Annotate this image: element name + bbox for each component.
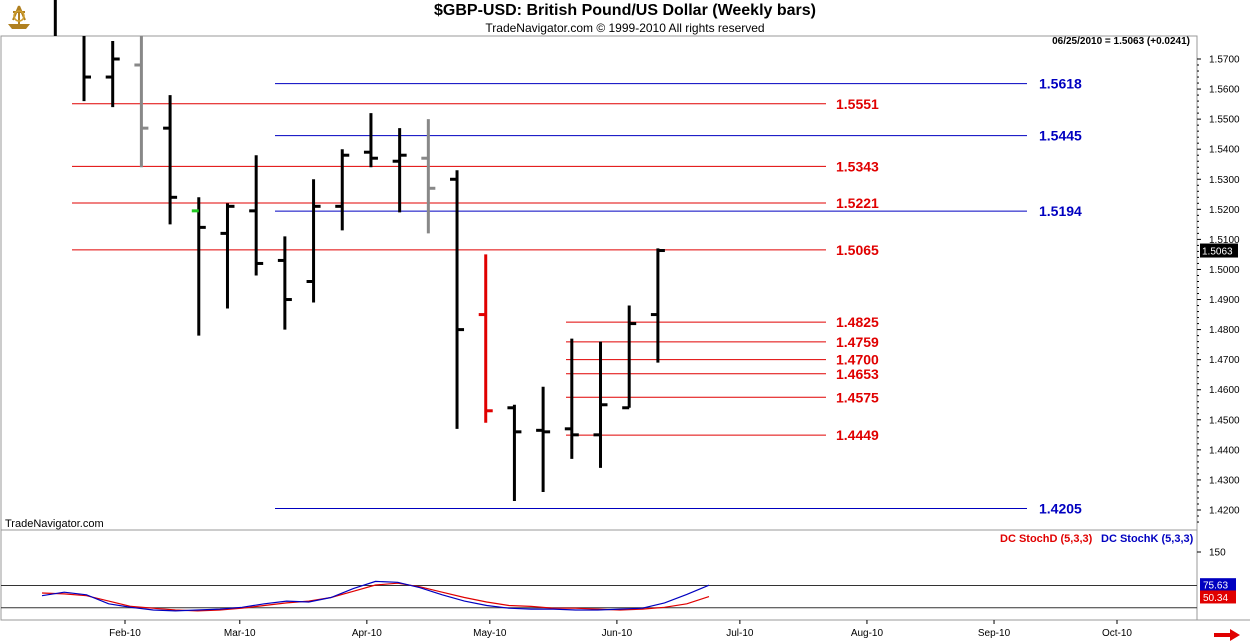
chart-subtitle: TradeNavigator.com © 1999-2010 All right…: [485, 21, 765, 35]
resistance-level-label: 1.4825: [836, 314, 879, 330]
time-tick-label: Jul-10: [726, 628, 754, 639]
chart-title: $GBP-USD: British Pound/US Dollar (Weekl…: [434, 2, 816, 19]
support-level-label: 1.5445: [1039, 128, 1082, 144]
resistance-level-label: 1.5221: [836, 195, 879, 211]
stochd-value-label: 50.34: [1203, 593, 1228, 604]
scroll-right-arrow-icon[interactable]: [1212, 628, 1242, 642]
price-tick-label: 1.4500: [1209, 415, 1240, 426]
price-readout: 06/25/2010 = 1.5063 (+0.0241): [1052, 36, 1190, 47]
price-plot-frame: [0, 35, 1198, 531]
stochk-line: [41, 580, 710, 612]
legend-stochk: DC StochK (5,3,3): [1101, 533, 1194, 545]
indicator-plot-frame: [0, 529, 1198, 621]
last-price-tag: [1200, 243, 1238, 258]
price-tick-label: 1.5200: [1209, 205, 1240, 216]
price-tick-label: 1.4600: [1209, 385, 1240, 396]
support-level-label: 1.5194: [1039, 203, 1082, 219]
resistance-level-label: 1.5065: [836, 242, 879, 258]
resistance-level-label: 1.5343: [836, 158, 879, 174]
price-tick-label: 1.5400: [1209, 145, 1240, 156]
chart-header: $GBP-USD: British Pound/US Dollar (Weekl…: [0, 0, 1250, 36]
price-tick-label: 1.4700: [1209, 355, 1240, 366]
time-tick-label: May-10: [473, 628, 507, 639]
resistance-level-label: 1.4653: [836, 366, 879, 382]
resistance-level-label: 1.4759: [836, 334, 879, 350]
time-tick-label: Mar-10: [224, 628, 256, 639]
stochd-value-tag: [1200, 590, 1236, 604]
time-tick-label: Apr-10: [352, 628, 382, 639]
watermark-text: TradeNavigator.com: [5, 518, 104, 530]
stochk-value-label: 75.63: [1203, 581, 1228, 592]
stochd-line: [41, 582, 710, 612]
stochk-value-tag: [1200, 578, 1236, 592]
time-tick-label: Aug-10: [851, 628, 884, 639]
support-level-label: 1.5618: [1039, 76, 1082, 92]
last-price-label: 1.5063: [1202, 247, 1233, 258]
support-level-label: 1.4205: [1039, 500, 1082, 516]
price-tick-label: 1.5600: [1209, 85, 1240, 96]
price-tick-label: 1.4800: [1209, 325, 1240, 336]
resistance-level-label: 1.5551: [836, 96, 879, 112]
price-tick-label: 1.4900: [1209, 295, 1240, 306]
price-tick-label: 1.5700: [1209, 55, 1240, 66]
time-tick-label: Oct-10: [1102, 628, 1132, 639]
time-tick-label: Jun-10: [602, 628, 633, 639]
price-tick-label: 1.4400: [1209, 445, 1240, 456]
time-tick-label: Feb-10: [109, 628, 141, 639]
price-tick-label: 1.4300: [1209, 475, 1240, 486]
price-tick-label: 1.5000: [1209, 265, 1240, 276]
price-tick-label: 1.4200: [1209, 506, 1240, 517]
resistance-level-label: 1.4700: [836, 352, 879, 368]
price-tick-label: 1.5500: [1209, 115, 1240, 126]
indicator-tick-label: 150: [1209, 548, 1226, 559]
time-tick-label: Sep-10: [978, 628, 1011, 639]
legend-stochd: DC StochD (5,3,3): [1000, 533, 1093, 545]
resistance-level-label: 1.4449: [836, 427, 879, 443]
price-tick-label: 1.5100: [1209, 235, 1240, 246]
price-tick-label: 1.5300: [1209, 175, 1240, 186]
ship-wheel-logo-icon: [4, 2, 34, 32]
resistance-level-label: 1.4575: [836, 389, 879, 405]
